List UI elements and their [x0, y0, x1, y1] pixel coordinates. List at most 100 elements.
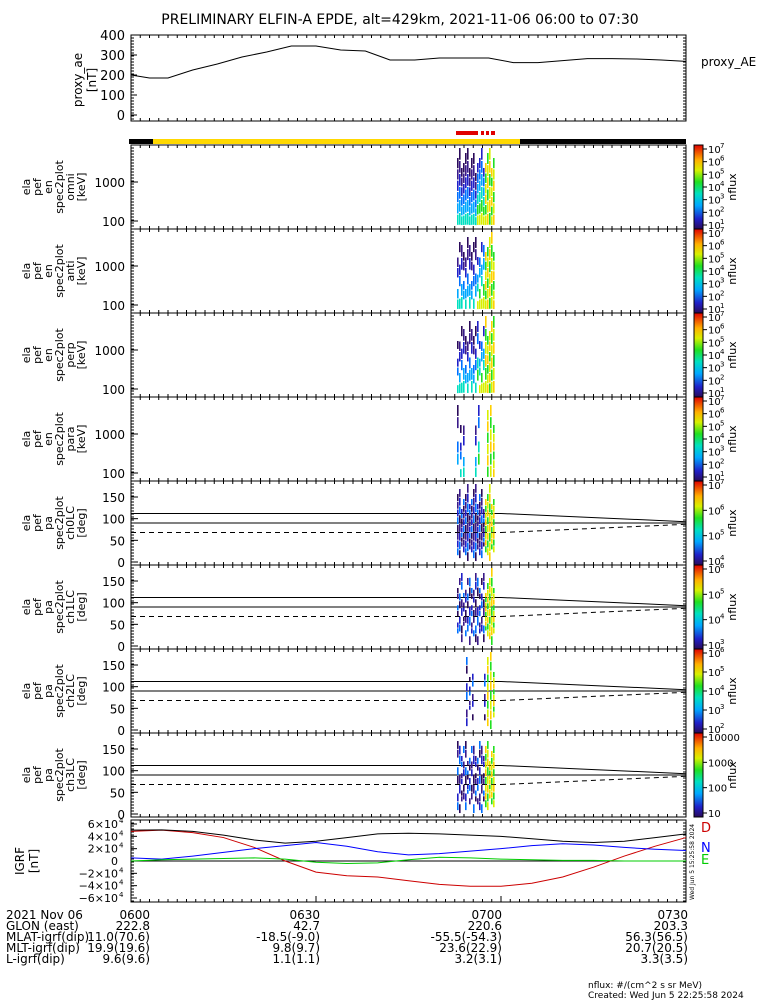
- spectrogram-pixel: [479, 180, 481, 191]
- spectrogram-pixel: [489, 200, 491, 212]
- spectrogram-pixel: [479, 385, 481, 394]
- spectrogram-pixel: [471, 214, 473, 225]
- spectrogram-pixel: [489, 383, 491, 393]
- spectrogram-pixel: [465, 749, 467, 758]
- spectrogram-pixel: [465, 776, 467, 784]
- spectrogram-pixel: [473, 745, 475, 755]
- spectrogram-pixel: [469, 284, 471, 296]
- spectrogram-pixel: [467, 770, 469, 775]
- igrf-side-stamp: Wed Jun 5 15:25:58 2024: [689, 824, 696, 900]
- spectrogram-pixel: [466, 718, 468, 727]
- spectrogram-pixel: [493, 381, 495, 393]
- panel-ylabel-line: [keV]: [75, 425, 88, 454]
- science-zone-marker: [481, 131, 484, 135]
- spectrogram-pixel: [457, 385, 459, 394]
- spectrogram-pixel: [479, 192, 481, 203]
- spectrogram-pixel: [477, 369, 479, 381]
- spectrogram-pixel: [463, 746, 465, 753]
- spectrogram-pixel: [491, 321, 493, 332]
- spectrogram-pixel: [489, 484, 491, 493]
- spectrogram-pixel: [483, 382, 485, 393]
- spectrogram-pixel: [463, 593, 465, 598]
- spectrogram-pixel: [469, 187, 471, 197]
- colorbar-tick-exponent: 4: [720, 684, 725, 692]
- colorbar-tick-exponent: 3: [720, 445, 724, 453]
- spectrogram-pixel: [491, 168, 493, 177]
- spectrogram-pixel: [471, 290, 473, 300]
- spectrogram-pixel: [484, 680, 486, 687]
- spectrogram-pixel: [481, 616, 483, 624]
- spectrogram-pixel: [472, 714, 474, 721]
- colorbar-tick-exponent: 5: [720, 251, 724, 259]
- spectrogram-pixel: [487, 365, 489, 374]
- spectrogram-pixel: [493, 689, 495, 695]
- spectrogram-pixel: [481, 784, 483, 794]
- panel-frame: [130, 396, 687, 482]
- colorbar-label: nflux: [726, 257, 739, 285]
- spectrogram-pixel: [471, 180, 473, 191]
- spectrogram-pixel: [490, 652, 492, 661]
- spectrogram-pixel: [485, 800, 487, 808]
- spectrogram-pixel: [459, 593, 461, 601]
- spectrogram-pixel: [471, 368, 473, 380]
- energy-ytick-label: 1000: [94, 428, 125, 442]
- spectrogram-pixel: [463, 342, 465, 354]
- spectrogram-pixel: [485, 499, 487, 506]
- spectrogram-pixel: [487, 630, 489, 637]
- spectrogram-pixel: [493, 706, 495, 712]
- spectrogram-pixel: [457, 289, 459, 299]
- spectrogram-pixel: [461, 297, 463, 309]
- spectrogram-pixel: [481, 745, 483, 755]
- spectrogram-pixel: [467, 523, 469, 532]
- spectrogram-pixel: [463, 519, 465, 526]
- anti-loss-cone-line: [500, 691, 687, 702]
- spectrogram-pixel: [489, 532, 491, 542]
- colorbar-tick-label: 10: [708, 292, 721, 303]
- spectrogram-pixel: [459, 541, 461, 550]
- igrf-yticks: 6×10 44×10 42×10 40−2×10 4−4×10 4−6×10 4: [79, 817, 687, 905]
- panel-ylabel-line: ela: [20, 431, 33, 448]
- colorbar-tick-exponent: 6: [720, 646, 725, 654]
- spectrogram-pixel: [460, 442, 462, 451]
- spectrogram-pixel: [479, 741, 481, 749]
- spectrogram-pixel: [489, 578, 491, 585]
- panel-ylabel-line: [keV]: [75, 257, 88, 286]
- spectrogram-pixel: [485, 602, 487, 607]
- spectrogram-pixel: [461, 187, 463, 197]
- colorbar-tick-exponent: 1: [720, 386, 724, 394]
- colorbar-tick-label: 10: [708, 557, 721, 568]
- spectrogram-pixel: [467, 200, 469, 212]
- spectrogram-pixel: [491, 232, 493, 244]
- colorbar-tick-label: 10: [708, 532, 721, 543]
- spectrogram-pixel: [463, 467, 465, 477]
- spectrogram-pixel: [463, 761, 465, 769]
- spectrogram-pixel: [485, 300, 487, 310]
- spectrogram-pixel: [489, 552, 491, 562]
- spectrogram-pixel: [473, 374, 475, 384]
- colorbar-tick-exponent: 5: [720, 335, 724, 343]
- igrf-ylabel-2: [nT]: [27, 849, 41, 873]
- spectrogram-pixel: [465, 289, 467, 299]
- spectrogram-pixel: [493, 499, 495, 506]
- spectrogram-pixel: [489, 213, 491, 225]
- spectrogram-pixel: [465, 189, 467, 201]
- spectrogram-pixel: [463, 436, 465, 446]
- spectrogram-pixel: [489, 161, 491, 173]
- spectrogram-pixel: [479, 268, 481, 278]
- created-stamp: Created: Wed Jun 5 22:25:58 2024: [588, 991, 744, 1000]
- igrf-ytick-exponent: 4: [119, 817, 124, 825]
- spectrogram-pixel: [493, 800, 495, 808]
- spectrogram-pixel: [461, 790, 463, 796]
- spectrogram-pixel: [493, 505, 495, 512]
- spectrogram-pixel: [465, 802, 467, 811]
- spectrogram-pixel: [459, 341, 461, 351]
- spectrogram-pixel: [475, 608, 477, 616]
- spectrogram-pixel: [479, 749, 481, 758]
- spectrogram-pixel: [493, 628, 495, 634]
- spectrogram-pixel: [469, 369, 471, 381]
- spectrogram-pixel: [473, 784, 475, 794]
